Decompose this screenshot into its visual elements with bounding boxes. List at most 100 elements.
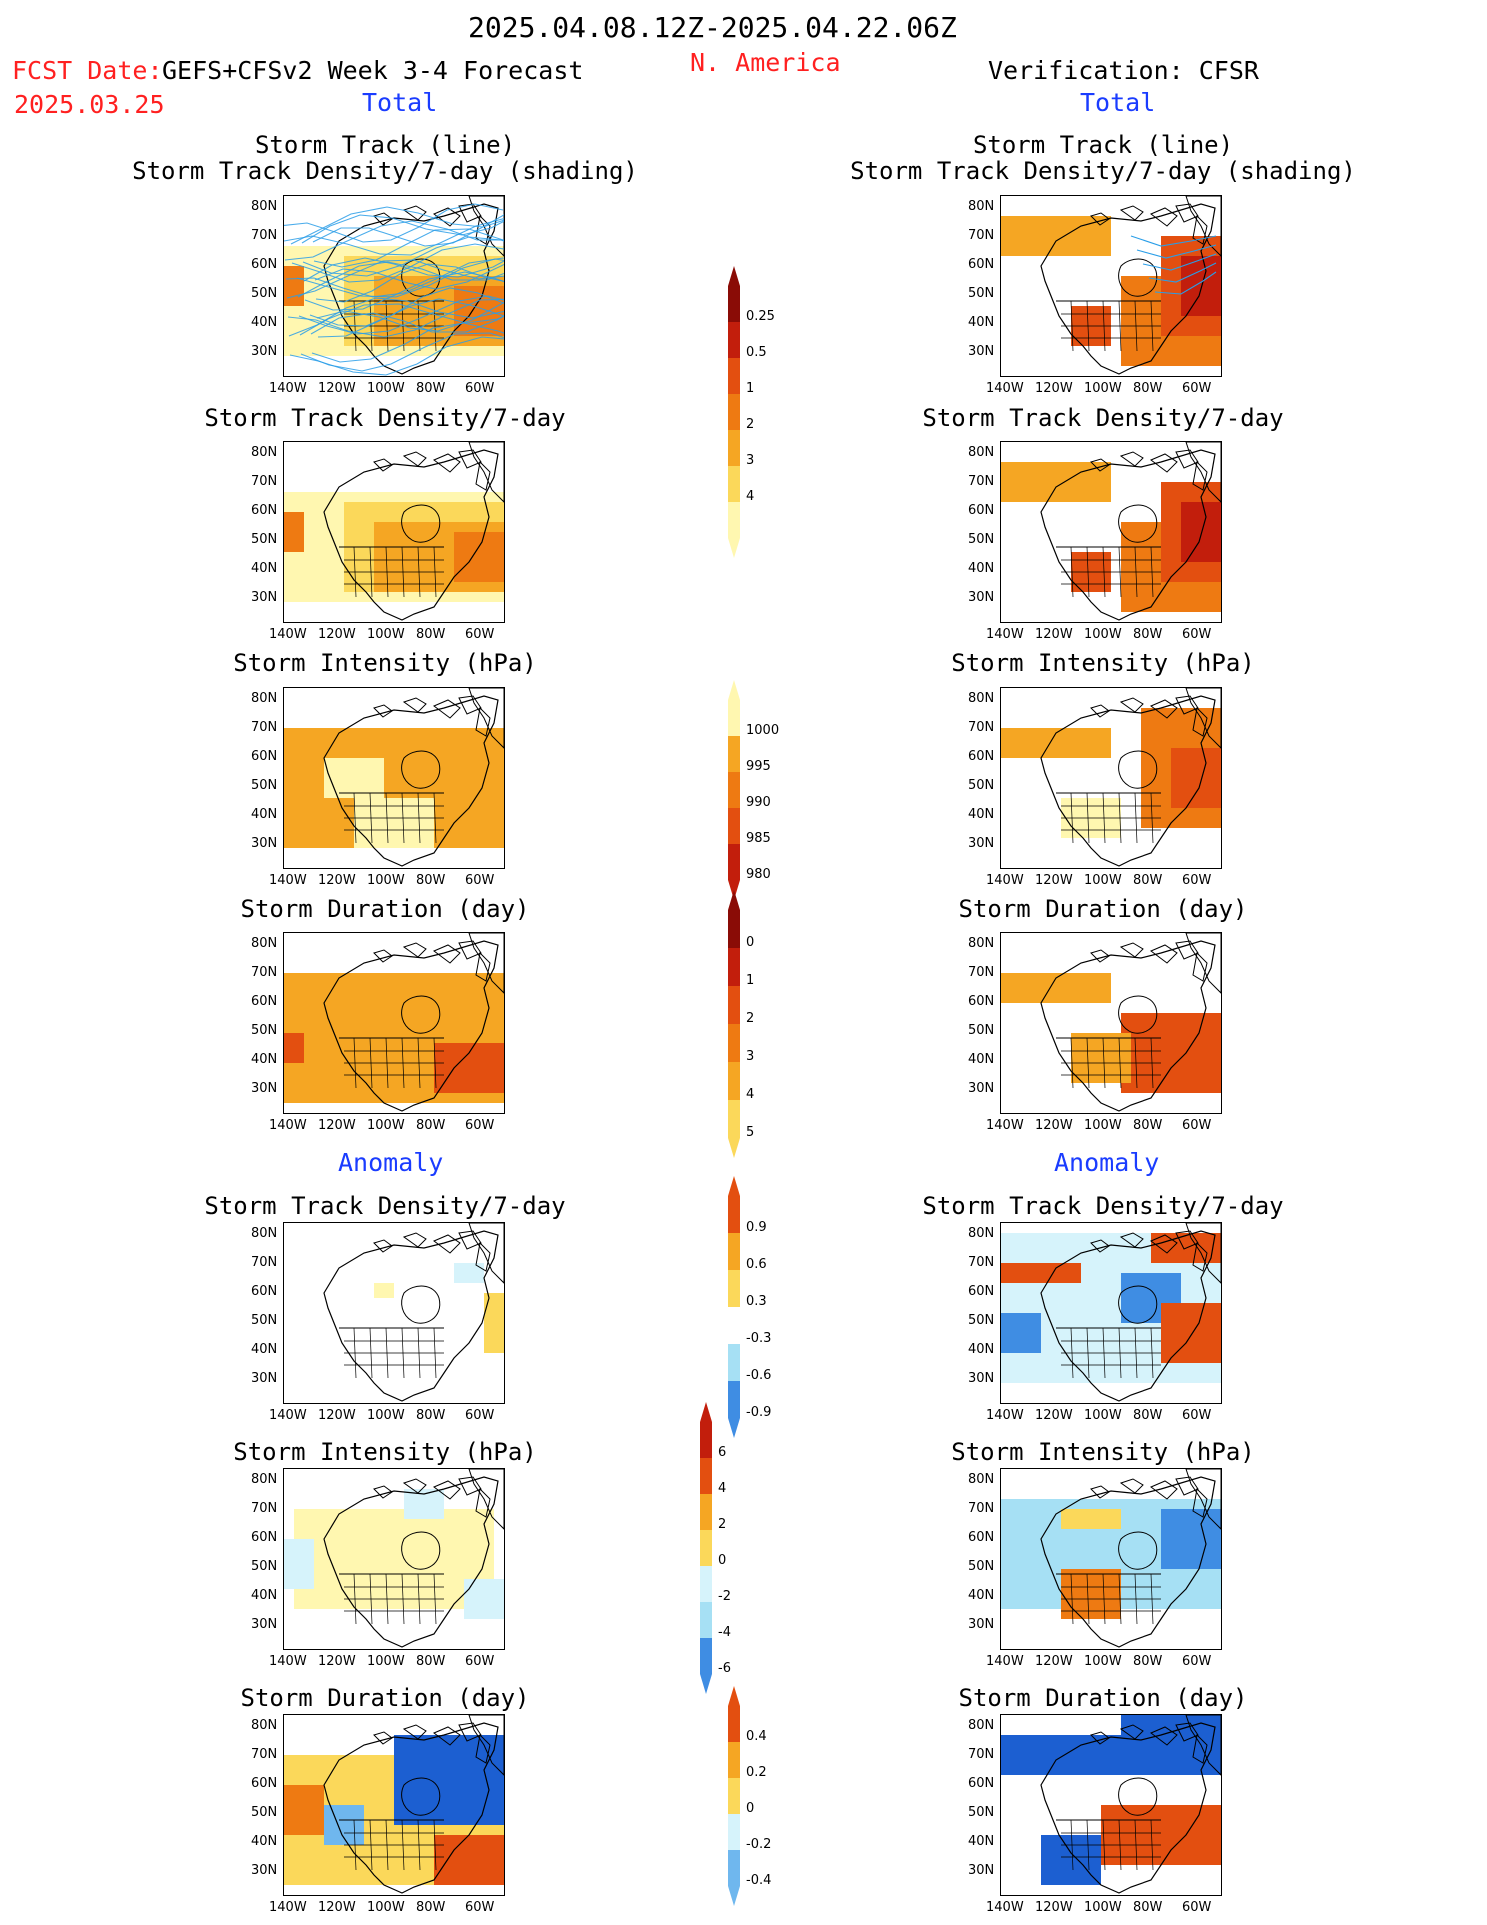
lon-label: 140W [986,1654,1024,1669]
colorbar-label: 4 [718,1481,727,1497]
lon-label: 120W [1035,381,1073,396]
lat-label: 60N [968,1776,995,1791]
lon-label: 120W [1035,873,1073,888]
lat-label: 40N [251,561,278,576]
map-duration-right [1000,932,1222,1114]
colorbar-label: 0.4 [746,1729,767,1745]
lon-label: 100W [367,1408,405,1423]
colorbar-label: 3 [746,1048,755,1064]
colorbar-swatch [728,1742,740,1778]
lon-label: 80W [416,1408,446,1423]
lat-label: 50N [968,1023,995,1038]
lat-label: 80N [251,691,278,706]
colorbar-label: 5 [746,1124,755,1140]
lon-label: 100W [367,381,405,396]
map-adensity-right [1000,1222,1222,1404]
colorbar-swatch [700,1566,712,1602]
lon-label: 140W [986,1408,1024,1423]
title-density-left: Storm Track Density/7-day [204,404,566,432]
colorbar-swatch [728,1270,740,1307]
title-track-shading-left: Storm Track Density/7-day (shading) [132,157,638,185]
lat-label: 30N [968,1371,995,1386]
colorbar-swatch [728,1100,740,1138]
map-adensity-left [283,1222,505,1404]
colorbar-swatch [700,1458,712,1494]
lat-label: 50N [968,532,995,547]
section-anomaly-left: Anomaly [338,1148,444,1177]
colorbar-label: 3 [746,453,755,469]
colorbar-label: 0.25 [746,309,775,325]
colorbar-label: 6 [718,1445,727,1461]
colorbar-label: 0.2 [746,1765,767,1781]
colorbar-label: -0.4 [746,1873,772,1889]
title-anom-intensity-right: Storm Intensity (hPa) [951,1438,1255,1466]
colorbar-swatch [728,286,740,322]
lon-label: 60W [465,1408,495,1423]
lat-label: 60N [251,1776,278,1791]
lon-label: 120W [1035,1654,1073,1669]
lon-label: 120W [1035,1900,1073,1915]
lat-label: 40N [251,1588,278,1603]
lon-label: 140W [986,627,1024,642]
colorbar-swatch [728,394,740,430]
lon-label: 60W [1182,381,1212,396]
lon-label: 100W [367,1118,405,1133]
lat-label: 30N [251,344,278,359]
colorbar-label: 1000 [746,723,780,739]
title-track-line-left: Storm Track (line) [254,131,516,159]
lat-label: 80N [251,1718,278,1733]
lon-label: 80W [1133,1118,1163,1133]
lon-label: 80W [416,627,446,642]
colorbar-label: -4 [718,1625,731,1641]
lat-label: 40N [968,807,995,822]
lon-label: 60W [1182,1900,1212,1915]
section-total-left: Total [362,88,438,117]
lon-label: 100W [1084,1408,1122,1423]
lat-label: 40N [251,1834,278,1849]
lat-label: 30N [251,590,278,605]
colorbar-label: 985 [746,831,771,847]
colorbar-swatch [728,430,740,466]
lon-label: 140W [269,1408,307,1423]
map-aintensity-left [283,1468,505,1650]
lat-label: 40N [968,561,995,576]
lat-label: 30N [251,1081,278,1096]
lat-label: 80N [968,691,995,706]
title-duration-left: Storm Duration (day) [240,895,530,923]
lat-label: 70N [251,965,278,980]
colorbar-swatch [700,1422,712,1458]
lon-label: 100W [367,627,405,642]
lat-label: 50N [251,778,278,793]
colorbar-swatch [728,1233,740,1270]
colorbar-swatch [728,772,740,808]
lat-label: 40N [251,1052,278,1067]
map-trackline-left [283,195,505,377]
lat-label: 40N [251,315,278,330]
lat-label: 80N [251,1472,278,1487]
lat-label: 30N [968,836,995,851]
date-range-title: 2025.04.08.12Z-2025.04.22.06Z [468,11,957,44]
lat-label: 80N [251,1226,278,1241]
lat-label: 70N [968,228,995,243]
lat-label: 70N [968,1255,995,1270]
colorbar-label: -0.6 [746,1368,772,1384]
lat-label: 30N [968,1863,995,1878]
lat-label: 60N [251,257,278,272]
lat-label: 50N [251,532,278,547]
lon-label: 100W [1084,627,1122,642]
lon-label: 60W [465,1118,495,1133]
lat-label: 70N [251,720,278,735]
lon-label: 60W [465,627,495,642]
lat-label: 50N [251,286,278,301]
lon-label: 140W [269,381,307,396]
colorbar-swatch [700,1602,712,1638]
map-duration-left [283,932,505,1114]
lat-label: 80N [968,1718,995,1733]
lat-label: 80N [968,1226,995,1241]
lon-label: 140W [986,873,1024,888]
lat-label: 60N [251,1530,278,1545]
lat-label: 70N [251,228,278,243]
lat-label: 30N [251,1863,278,1878]
colorbar-density-anom: 0.9 0.6 0.3 -0.3 -0.6 -0.9 [722,1176,782,1442]
